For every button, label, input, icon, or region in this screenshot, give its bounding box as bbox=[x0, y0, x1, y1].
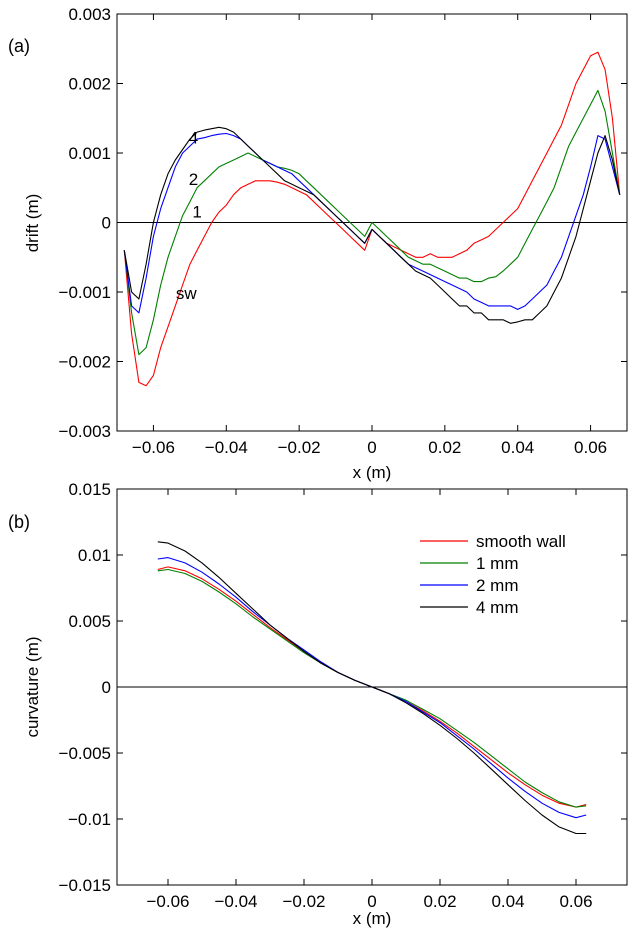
series-line-3 bbox=[157, 541, 587, 835]
y-tick-label: 0 bbox=[102, 678, 111, 697]
x-tick-label: 0 bbox=[367, 438, 376, 457]
panel-b-label: (b) bbox=[8, 512, 30, 532]
x-tick-label: −0.06 bbox=[132, 438, 175, 457]
panel-b-legend: smooth wall 1 mm 2 mm 4 mm bbox=[420, 532, 566, 617]
series-line-3 bbox=[123, 126, 621, 324]
y-tick-label: 0 bbox=[102, 214, 111, 233]
panel-b: (b) −0.06 −0.04 −0.02 0 0.02 0.04 0.06−0.015−0… bbox=[8, 480, 628, 928]
panel-a-lines bbox=[117, 51, 627, 387]
x-tick-label: 0 bbox=[367, 892, 376, 911]
series-label-0: sw bbox=[176, 284, 198, 303]
panel-a-ylabel: drift (m) bbox=[23, 194, 42, 253]
y-tick-label: 0.015 bbox=[68, 480, 111, 499]
panel-b-ylabel: curvature (m) bbox=[23, 636, 42, 737]
panel-b-lines bbox=[117, 541, 627, 835]
x-tick-label: 0.02 bbox=[428, 438, 461, 457]
panel-a-line-labels: sw 1 2 4 bbox=[176, 128, 202, 303]
legend-label-0: smooth wall bbox=[476, 532, 566, 551]
y-tick-label: 0.001 bbox=[68, 144, 111, 163]
x-tick-label: 0.04 bbox=[501, 438, 534, 457]
x-tick-label: 0.02 bbox=[423, 892, 456, 911]
y-tick-label: 0.005 bbox=[68, 612, 111, 631]
y-tick-label: 0.01 bbox=[78, 546, 111, 565]
panel-a: (a) −0.06 −0.04 −0.02 0 0.02 0.04 0.06−0.003−0… bbox=[8, 5, 628, 482]
y-tick-label: −0.003 bbox=[59, 422, 111, 441]
series-label-3: 4 bbox=[189, 128, 198, 147]
panel-b-xlabel: x (m) bbox=[353, 909, 392, 928]
panel-b-axes-frame bbox=[116, 488, 628, 886]
y-tick-label: 0.003 bbox=[68, 5, 111, 24]
x-tick-label: −0.02 bbox=[282, 892, 325, 911]
legend-label-2: 2 mm bbox=[476, 576, 519, 595]
x-tick-label: −0.02 bbox=[278, 438, 321, 457]
x-tick-label: −0.06 bbox=[146, 892, 189, 911]
x-tick-label: −0.04 bbox=[214, 892, 257, 911]
series-label-1: 1 bbox=[192, 203, 201, 222]
series-label-2: 2 bbox=[189, 170, 198, 189]
panel-a-xlabel: x (m) bbox=[353, 463, 392, 482]
panel-a-axes-frame bbox=[116, 13, 628, 432]
y-tick-label: −0.002 bbox=[59, 353, 111, 372]
x-tick-label: 0.04 bbox=[491, 892, 524, 911]
y-tick-label: −0.015 bbox=[59, 876, 111, 895]
series-line-1 bbox=[157, 568, 587, 808]
x-tick-label: −0.04 bbox=[205, 438, 248, 457]
panel-b-ticks: −0.06 −0.04 −0.02 0 0.02 0.04 0.06 −0.015 −0.01 −… bbox=[59, 480, 627, 911]
y-tick-label: −0.001 bbox=[59, 283, 111, 302]
legend-label-3: 4 mm bbox=[476, 598, 519, 617]
panel-a-ticks: −0.06 −0.04 −0.02 0 0.02 0.04 0.06 −0.003 −0.002… bbox=[59, 5, 627, 457]
series-line-2 bbox=[157, 557, 587, 819]
legend-label-1: 1 mm bbox=[476, 554, 519, 573]
y-tick-label: −0.01 bbox=[68, 810, 111, 829]
x-tick-label: 0.06 bbox=[559, 892, 592, 911]
x-tick-label: 0.06 bbox=[574, 438, 607, 457]
series-line-1 bbox=[123, 89, 621, 356]
y-tick-label: 0.002 bbox=[68, 75, 111, 94]
panel-a-label: (a) bbox=[8, 36, 30, 56]
y-tick-label: −0.005 bbox=[59, 744, 111, 763]
